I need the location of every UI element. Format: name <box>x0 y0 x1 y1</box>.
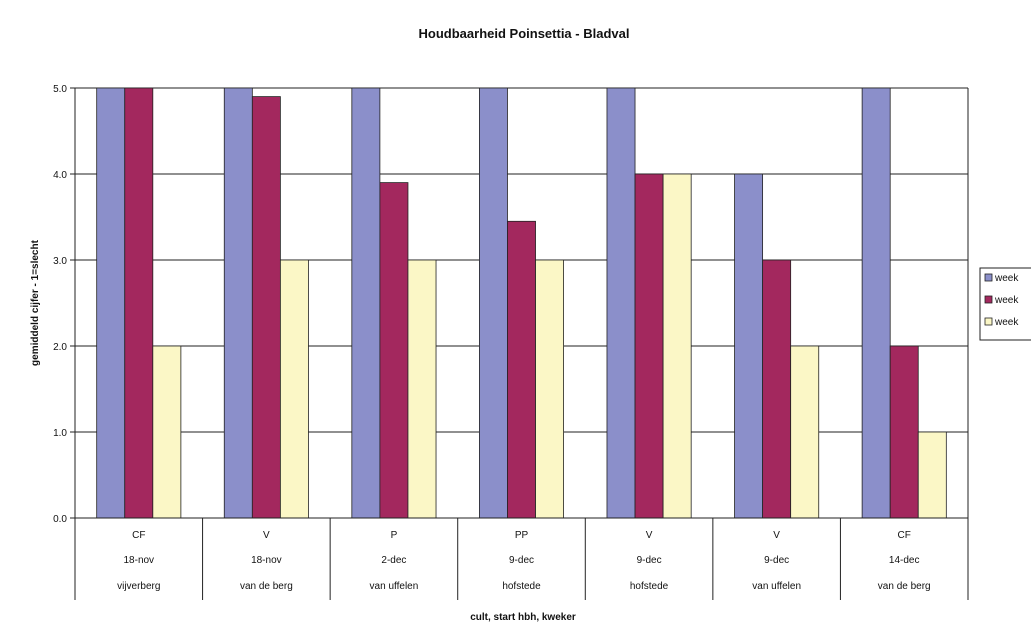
y-tick-label: 2.0 <box>53 342 67 353</box>
category-labels: CF 18-nov vijverberg V 18-nov van de berg P 2-d… <box>117 530 931 592</box>
bar <box>917 431 947 519</box>
y-tick-label: 4.0 <box>53 170 67 181</box>
bar <box>889 345 919 519</box>
category-label: van uffelen <box>752 581 801 592</box>
bar <box>535 259 564 519</box>
category-label: hofstede <box>502 581 541 592</box>
category-label: van uffelen <box>370 581 419 592</box>
category-label: V <box>263 530 270 541</box>
category-label: 18-nov <box>251 555 282 566</box>
category-label: 9-dec <box>509 555 534 566</box>
y-tick-label: 5.0 <box>53 84 67 95</box>
bar <box>223 87 253 519</box>
category-label: CF <box>898 530 911 541</box>
bar <box>251 96 281 519</box>
category-label: CF <box>132 530 145 541</box>
bar <box>662 173 692 519</box>
legend: week week week <box>979 267 1031 341</box>
category-label: PP <box>515 530 529 541</box>
bar <box>379 182 409 519</box>
legend-label: week <box>994 295 1019 306</box>
legend-swatch <box>984 273 993 282</box>
bar <box>634 173 664 519</box>
bar <box>124 87 154 519</box>
category-label: V <box>773 530 780 541</box>
bar <box>407 259 437 519</box>
legend-swatch <box>984 317 993 326</box>
y-axis-label: gemiddeld cijfer - 1=slecht <box>30 239 41 366</box>
bars <box>96 87 947 519</box>
category-label: hofstede <box>630 581 669 592</box>
category-label: V <box>646 530 653 541</box>
y-tick-label: 1.0 <box>53 428 67 439</box>
bar <box>790 345 820 519</box>
legend-label: week <box>994 273 1019 284</box>
bar <box>479 87 508 519</box>
bar <box>762 259 792 519</box>
x-axis-label: cult, start hbh, kweker <box>470 612 576 623</box>
bar <box>152 345 182 519</box>
bar <box>507 220 536 519</box>
category-label: 18-nov <box>123 555 154 566</box>
y-tick-labels: 0.0 1.0 2.0 3.0 4.0 5.0 <box>53 84 67 525</box>
bar <box>351 87 381 519</box>
bar <box>734 173 764 519</box>
axes <box>74 88 969 600</box>
y-tick-label: 0.0 <box>53 514 67 525</box>
category-label: vijverberg <box>117 581 160 592</box>
bar <box>279 259 309 519</box>
category-label: 14-dec <box>889 555 920 566</box>
category-label: 2-dec <box>381 555 406 566</box>
category-label: 9-dec <box>637 555 662 566</box>
bar <box>606 87 636 519</box>
category-label: P <box>391 530 398 541</box>
category-label: van de berg <box>240 581 293 592</box>
chart-title: Houdbaarheid Poinsettia - Bladval <box>419 26 630 41</box>
category-label: 9-dec <box>764 555 789 566</box>
legend-swatch <box>984 295 993 304</box>
category-label: van de berg <box>878 581 931 592</box>
bar <box>96 87 126 519</box>
legend-label: week <box>994 317 1019 328</box>
y-tick-label: 3.0 <box>53 256 67 267</box>
bar <box>861 87 891 519</box>
